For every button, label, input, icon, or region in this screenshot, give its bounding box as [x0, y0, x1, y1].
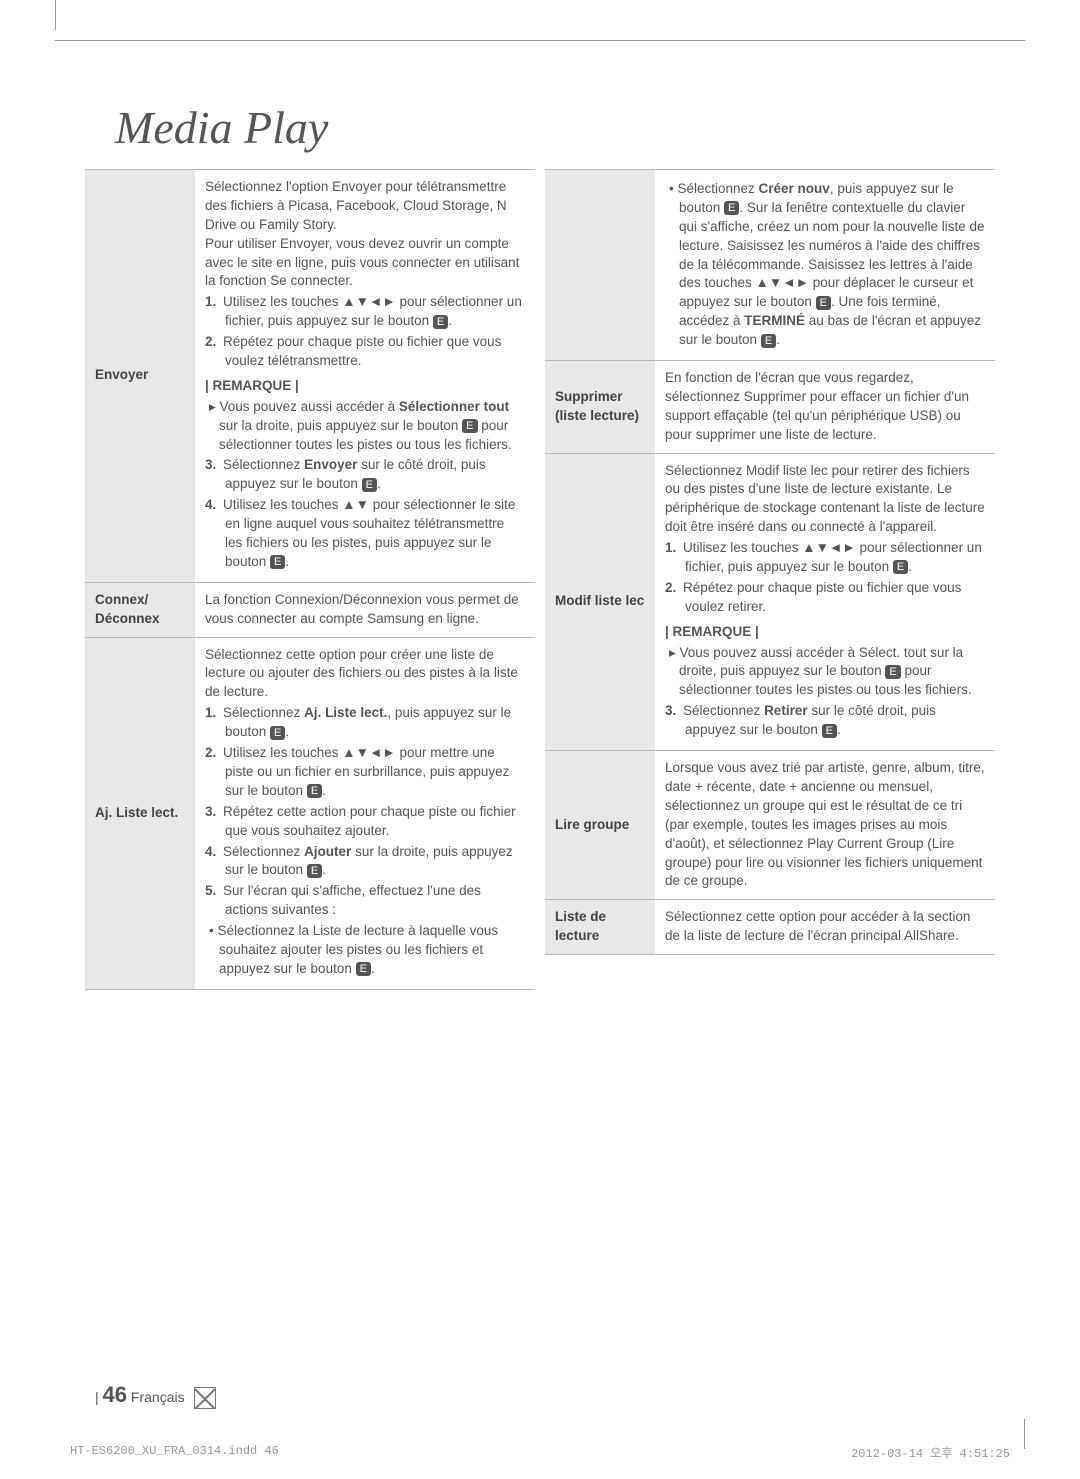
intro-text: Sélectionnez l'option Envoyer pour télét… [205, 178, 525, 291]
list-item: 1.Utilisez les touches ▲▼◄► pour sélecti… [665, 539, 985, 577]
row-label [545, 170, 655, 361]
intro-text: Sélectionnez cette option pour créer une… [205, 646, 525, 703]
row-content: Sélectionnez l'option Envoyer pour télét… [195, 170, 535, 583]
step-list: 1.Utilisez les touches ▲▼◄► pour sélecti… [665, 539, 985, 617]
table-row: • Sélectionnez Créer nouv, puis appuyez … [545, 170, 995, 361]
page-title: Media Play [115, 101, 1025, 154]
right-column: • Sélectionnez Créer nouv, puis appuyez … [545, 169, 995, 990]
step-text: Sur l'écran qui s'affiche, effectuez l'u… [223, 883, 481, 917]
enter-icon: E [822, 724, 837, 738]
enter-icon: E [893, 560, 908, 574]
step-text: Répétez pour chaque piste ou fichier que… [683, 580, 961, 614]
enter-icon: E [816, 296, 831, 310]
row-content: Sélectionnez Modif liste lec pour retire… [655, 453, 995, 750]
table-row: Aj. Liste lect. Sélectionnez cette optio… [85, 637, 535, 989]
row-label: Connex/Déconnex [85, 582, 195, 637]
list-item: 1.Sélectionnez Aj. Liste lect., puis app… [205, 704, 525, 742]
table-row: Supprimer(liste lecture) En fonction de … [545, 361, 995, 454]
step-text: Répétez pour chaque piste ou fichier que… [223, 334, 501, 368]
left-table: Envoyer Sélectionnez l'option Envoyer po… [85, 169, 535, 990]
enter-icon: E [462, 419, 477, 433]
step-text: Répétez cette action pour chaque piste o… [223, 804, 516, 838]
remark-item: ▸ Vous pouvez aussi accéder à Sélect. to… [665, 644, 985, 701]
row-label: Lire groupe [545, 751, 655, 900]
remark-label: | REMARQUE | [665, 623, 985, 642]
list-item: 3.Sélectionnez Envoyer sur le côté droit… [205, 456, 525, 494]
bullet-item: • Sélectionnez Créer nouv, puis appuyez … [665, 180, 985, 350]
enter-icon: E [433, 315, 448, 329]
page-number: 46 [103, 1382, 127, 1407]
remark-label: | REMARQUE | [205, 377, 525, 396]
crop-mark-tl [55, 0, 85, 30]
bold-text: Créer nouv [759, 181, 830, 196]
bold-text: Aj. Liste lect. [304, 705, 387, 720]
indd-footer: HT-ES6200_XU_FRA_0314.indd 46 2012-03-14… [70, 1444, 1010, 1461]
footer-checkbox-icon [194, 1387, 216, 1409]
enter-icon: E [307, 864, 322, 878]
list-item: 4.Utilisez les touches ▲▼ pour sélection… [205, 496, 525, 572]
enter-icon: E [356, 962, 371, 976]
page-frame: Media Play Envoyer Sélectionnez l'option… [55, 40, 1025, 1419]
step-list: 1.Sélectionnez Aj. Liste lect., puis app… [205, 704, 525, 920]
enter-icon: E [307, 784, 322, 798]
row-label: Modif liste lec [545, 453, 655, 750]
row-label: Aj. Liste lect. [85, 637, 195, 989]
row-content: Lorsque vous avez trié par artiste, genr… [655, 751, 995, 900]
right-table: • Sélectionnez Créer nouv, puis appuyez … [545, 169, 995, 955]
enter-icon: E [270, 726, 285, 740]
enter-icon: E [761, 334, 776, 348]
enter-icon: E [362, 478, 377, 492]
step-list: 3.Sélectionnez Envoyer sur le côté droit… [205, 456, 525, 571]
list-item: 5.Sur l'écran qui s'affiche, effectuez l… [205, 882, 525, 920]
list-item: 3.Sélectionnez Retirer sur le côté droit… [665, 702, 985, 740]
step-list: 1.Utilisez les touches ▲▼◄► pour sélecti… [205, 293, 525, 371]
enter-icon: E [724, 201, 739, 215]
remark-item: ▸ Vous pouvez aussi accéder à Sélectionn… [205, 398, 525, 455]
bold-text: Ajouter [304, 844, 351, 859]
indd-file: HT-ES6200_XU_FRA_0314.indd 46 [70, 1444, 279, 1461]
content-columns: Envoyer Sélectionnez l'option Envoyer po… [55, 169, 1025, 990]
list-item: 1.Utilisez les touches ▲▼◄► pour sélecti… [205, 293, 525, 331]
row-label: Liste de lecture [545, 900, 655, 955]
row-content: Sélectionnez cette option pour accéder à… [655, 900, 995, 955]
row-content: En fonction de l'écran que vous regardez… [655, 361, 995, 454]
table-row: Lire groupe Lorsque vous avez trié par a… [545, 751, 995, 900]
row-content: Sélectionnez cette option pour créer une… [195, 637, 535, 989]
table-row: Liste de lecture Sélectionnez cette opti… [545, 900, 995, 955]
page-footer: | 46 Français [95, 1382, 216, 1409]
list-item: 3.Répétez cette action pour chaque piste… [205, 803, 525, 841]
bullet-item: • Sélectionnez la Liste de lecture à laq… [205, 922, 525, 979]
bold-text: Sélectionner tout [399, 399, 509, 414]
table-row: Connex/Déconnex La fonction Connexion/Dé… [85, 582, 535, 637]
row-content: La fonction Connexion/Déconnexion vous p… [195, 582, 535, 637]
table-row: Envoyer Sélectionnez l'option Envoyer po… [85, 170, 535, 583]
bold-text: Retirer [764, 703, 808, 718]
table-row: Modif liste lec Sélectionnez Modif liste… [545, 453, 995, 750]
row-label: Supprimer(liste lecture) [545, 361, 655, 454]
intro-text: Sélectionnez Modif liste lec pour retire… [665, 462, 985, 538]
list-item: 2.Répétez pour chaque piste ou fichier q… [205, 333, 525, 371]
list-item: 4.Sélectionnez Ajouter sur la droite, pu… [205, 843, 525, 881]
left-column: Envoyer Sélectionnez l'option Envoyer po… [85, 169, 535, 990]
row-content: • Sélectionnez Créer nouv, puis appuyez … [655, 170, 995, 361]
row-label: Envoyer [85, 170, 195, 583]
list-item: 2.Utilisez les touches ▲▼◄► pour mettre … [205, 744, 525, 801]
footer-lang: Français [131, 1389, 185, 1405]
bold-text: Envoyer [304, 457, 357, 472]
indd-timestamp: 2012-03-14 오후 4:51:25 [851, 1444, 1010, 1461]
enter-icon: E [270, 555, 285, 569]
bold-text: TERMINÉ [744, 313, 805, 328]
step-list: 3.Sélectionnez Retirer sur le côté droit… [665, 702, 985, 740]
enter-icon: E [885, 665, 900, 679]
list-item: 2.Répétez pour chaque piste ou fichier q… [665, 579, 985, 617]
